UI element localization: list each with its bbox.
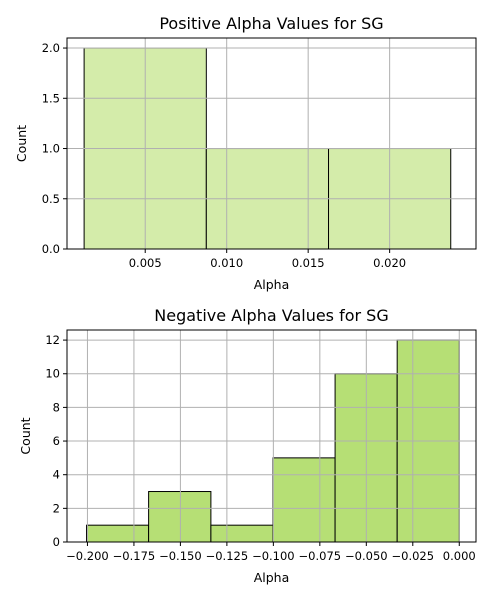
x-tick-label: −0.075 (299, 549, 342, 563)
x-tick-label: −0.025 (392, 549, 435, 563)
x-tick-label: −0.050 (345, 549, 388, 563)
y-tick-label: 2.0 (42, 41, 60, 55)
histogram-bar (210, 524, 274, 543)
y-tick-label: 2 (53, 501, 60, 515)
y-tick-label: 10 (45, 367, 60, 381)
histogram-bar (272, 457, 336, 543)
x-tick-label: 0.005 (129, 256, 162, 270)
x-tick-label: −0.200 (66, 549, 109, 563)
x-tick-label: −0.175 (113, 549, 156, 563)
plot-area-frame (66, 329, 477, 543)
chart-title: Negative Alpha Values for SG (154, 306, 388, 325)
y-tick-label: 4 (53, 468, 60, 482)
x-axis-label: Alpha (254, 570, 290, 585)
y-tick-label: 12 (45, 333, 60, 347)
y-tick-label: 0 (53, 535, 60, 549)
x-tick-label: 0.020 (373, 256, 406, 270)
negative-alpha-histogram: Negative Alpha Values for SG −0.200 −0.175… (18, 306, 477, 585)
histogram-bar (148, 491, 212, 543)
y-tick-label: 0.0 (42, 242, 60, 256)
chart-title: Positive Alpha Values for SG (159, 14, 383, 33)
x-tick-label: −0.150 (159, 549, 202, 563)
y-tick-label: 0.5 (42, 192, 60, 206)
y-tick-label: 6 (53, 434, 60, 448)
y-axis-label: Count (14, 125, 29, 162)
y-tick-label: 8 (53, 400, 60, 414)
x-tick-label: 0.000 (443, 549, 476, 563)
y-tick-label: 1.5 (42, 91, 60, 105)
y-axis-label: Count (18, 417, 33, 454)
x-tick-label: 0.010 (210, 256, 243, 270)
positive-alpha-histogram: Positive Alpha Values for SG 0.005 0.010 0.… (14, 14, 477, 292)
plot-area-frame (66, 37, 477, 250)
histogram-bar (86, 524, 150, 543)
x-tick-label: 0.015 (292, 256, 325, 270)
x-tick-label: −0.100 (252, 549, 295, 563)
x-tick-label: −0.125 (206, 549, 249, 563)
x-axis-label: Alpha (254, 277, 290, 292)
y-tick-label: 1.0 (42, 142, 60, 156)
